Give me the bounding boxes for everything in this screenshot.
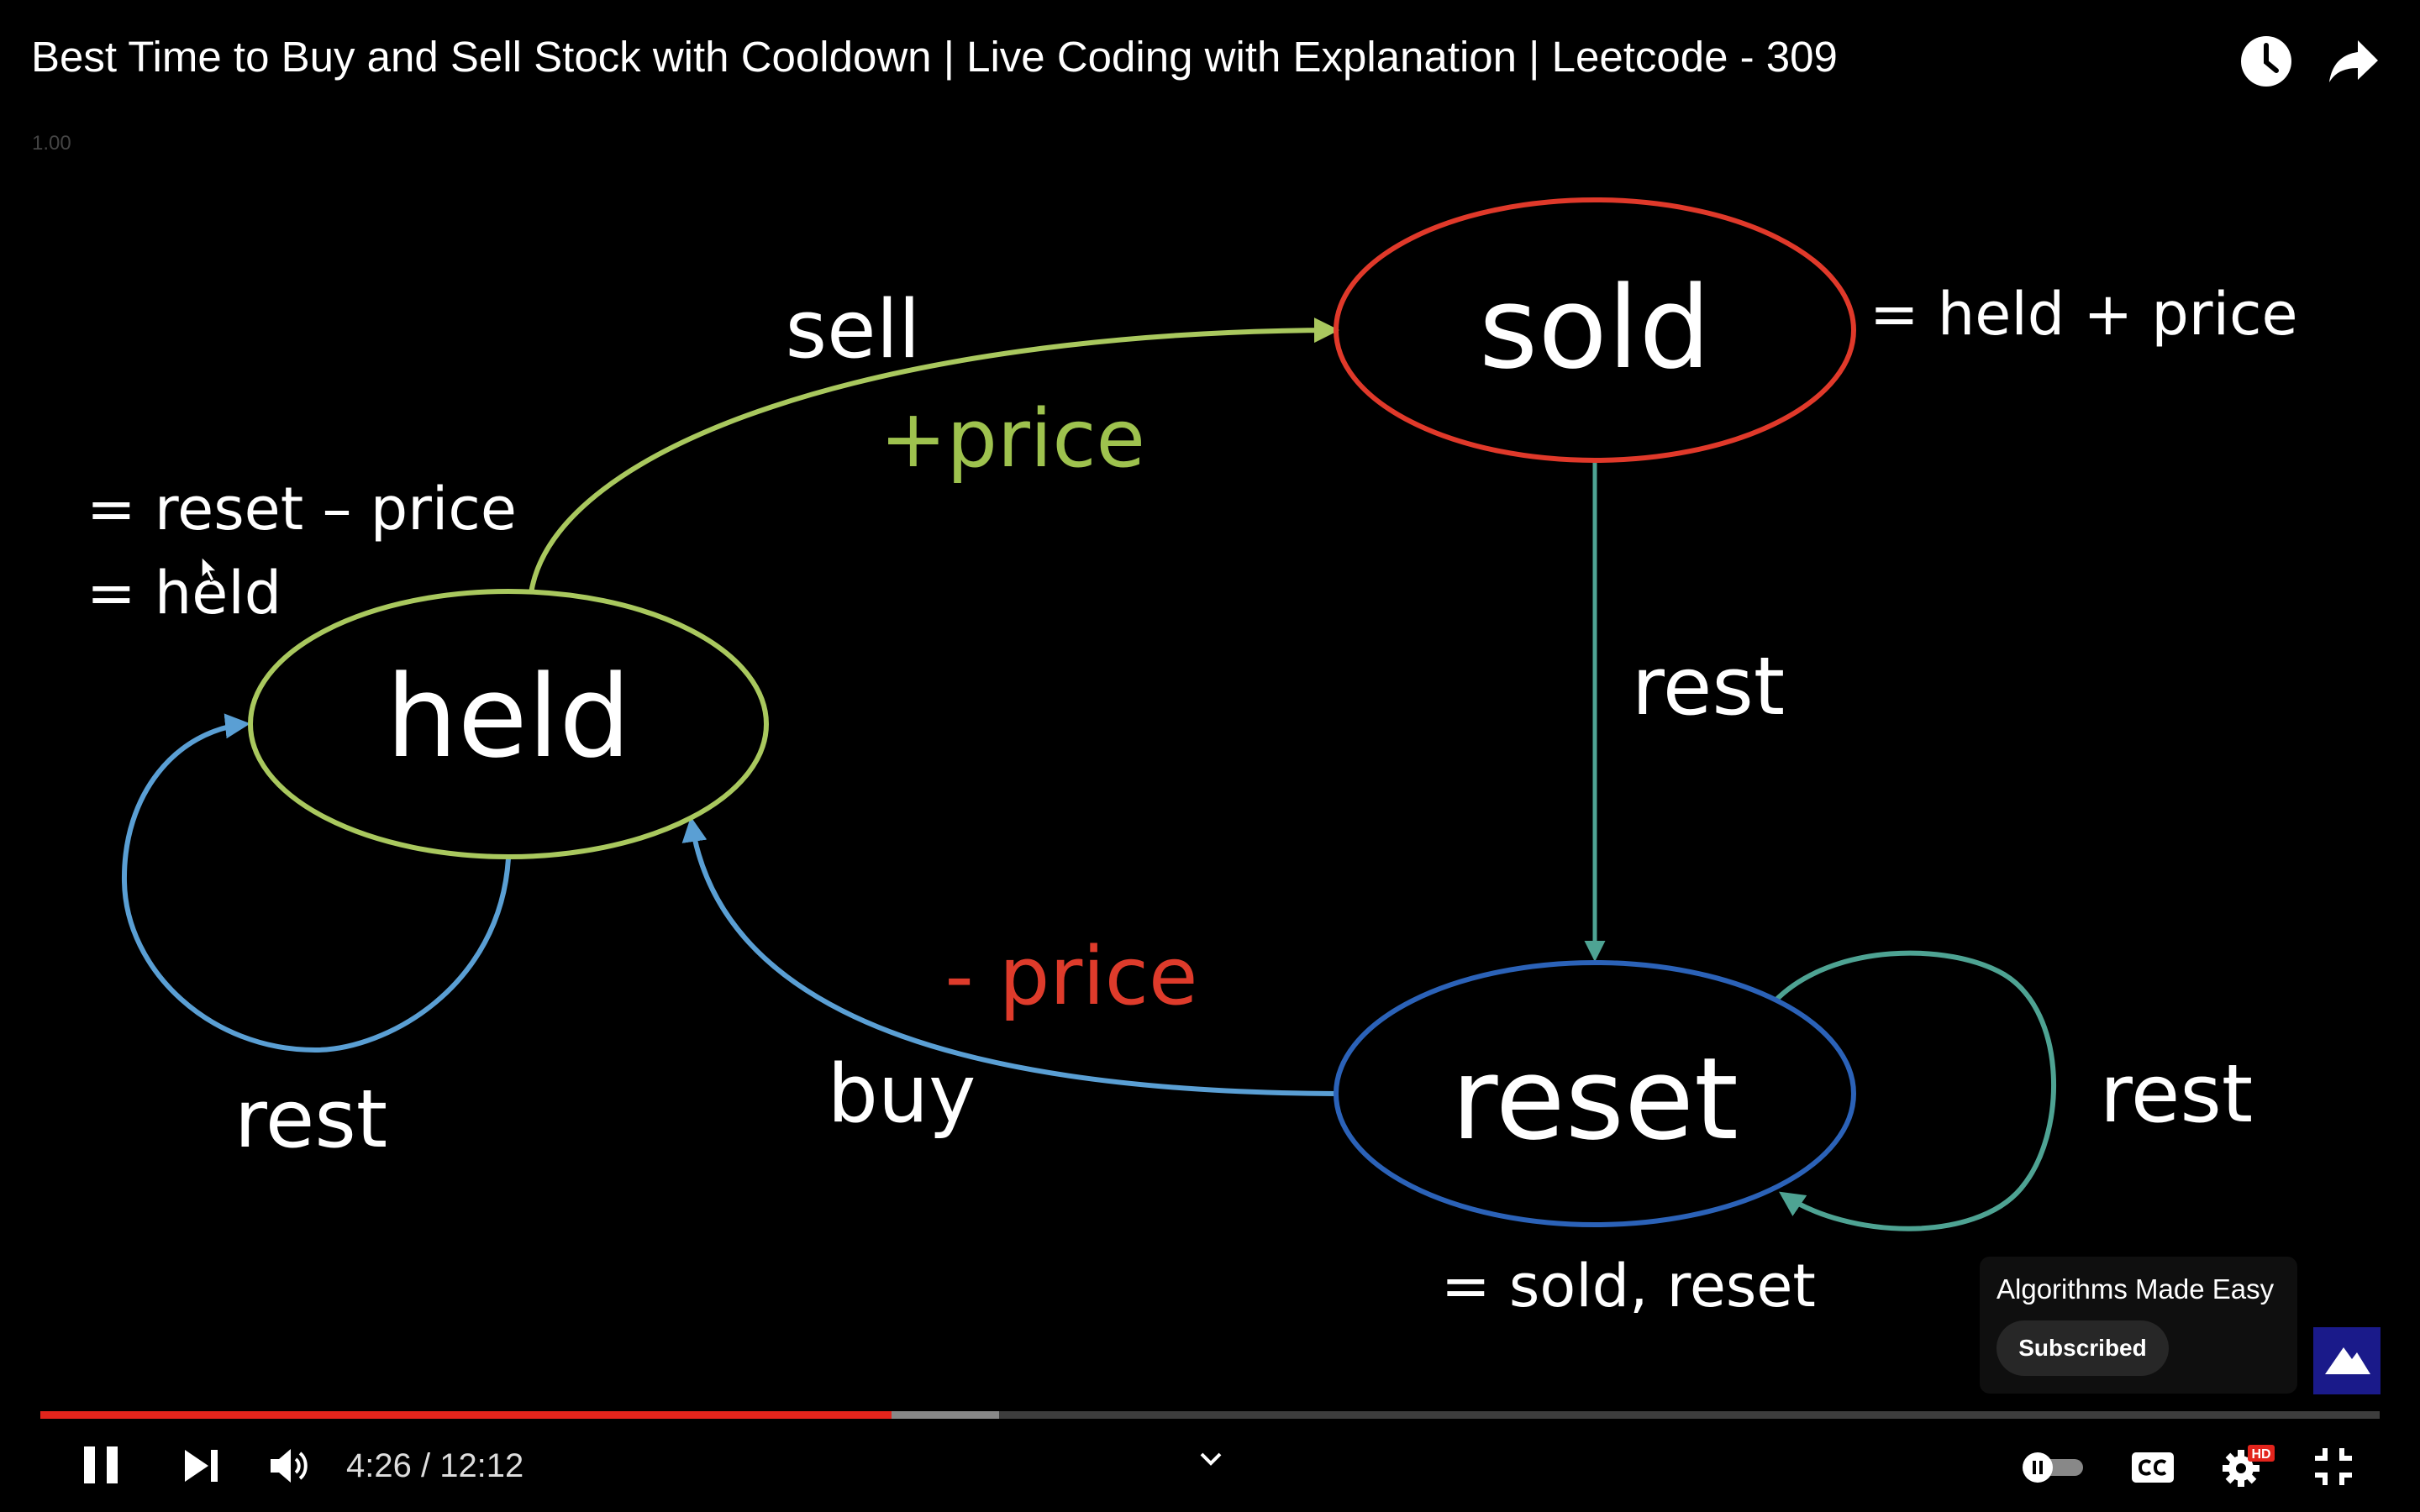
- volume-icon: [271, 1449, 308, 1483]
- reset-self-loop-arrow: [1772, 950, 2056, 1231]
- sell-edge-arrow: [529, 318, 1339, 594]
- playback-speed-label: 1.00: [32, 132, 71, 155]
- sold-formula: = held + price: [1870, 280, 2298, 349]
- channel-avatar[interactable]: [2313, 1327, 2381, 1394]
- sell-edge-label: sell: [786, 284, 921, 376]
- share-button[interactable]: [2326, 34, 2381, 89]
- progress-played: [40, 1411, 892, 1419]
- rest-edge-label-reset: rest: [2100, 1048, 2253, 1141]
- autoplay-toggle-icon: [2023, 1452, 2083, 1483]
- next-button[interactable]: [183, 1448, 220, 1483]
- rest-edge-label-sold-reset: rest: [1632, 641, 1785, 733]
- channel-name: Algorithms Made Easy: [1996, 1273, 2275, 1305]
- gear-icon: HD: [2223, 1445, 2275, 1487]
- sold-state-label: sold: [1479, 262, 1711, 394]
- more-videos-button[interactable]: [1198, 1449, 1223, 1469]
- rest-edge-label-held: rest: [234, 1074, 387, 1166]
- buy-edge-label: buy: [828, 1048, 976, 1141]
- volume-button[interactable]: [269, 1446, 311, 1485]
- autoplay-toggle[interactable]: [2021, 1451, 2088, 1484]
- channel-card[interactable]: Algorithms Made Easy Subscribed: [1980, 1257, 2297, 1394]
- mouse-cursor-icon: [201, 555, 218, 583]
- chevron-down-icon: [1200, 1452, 1222, 1466]
- mountain-logo-icon: [2325, 1347, 2370, 1374]
- exit-fullscreen-button[interactable]: [2313, 1446, 2354, 1487]
- held-self-loop-arrow: [121, 713, 511, 1053]
- buy-price-effect: - price: [945, 931, 1198, 1023]
- pause-icon: [84, 1446, 118, 1483]
- held-formula-1: = reset – price: [87, 475, 517, 543]
- cc-icon: [2132, 1452, 2174, 1483]
- buy-edge-arrow: [681, 816, 1337, 1096]
- pause-button[interactable]: [81, 1445, 121, 1485]
- subscribe-button[interactable]: Subscribed: [1996, 1320, 2169, 1376]
- reset-state-node: [1334, 960, 1856, 1227]
- reset-state-label: reset: [1451, 1033, 1739, 1165]
- share-arrow-icon: [2329, 40, 2378, 82]
- captions-button[interactable]: [2130, 1451, 2175, 1484]
- settings-button[interactable]: HD: [2221, 1443, 2276, 1488]
- hd-badge: HD: [2251, 1447, 2270, 1462]
- watch-later-button[interactable]: [2238, 34, 2294, 89]
- skip-next-icon: [185, 1450, 218, 1482]
- sell-price-effect: +price: [880, 393, 1145, 486]
- held-formula-2: = held: [87, 559, 281, 627]
- video-title: Best Time to Buy and Sell Stock with Coo…: [31, 33, 1838, 81]
- sold-state-node: [1334, 197, 1856, 463]
- time-display: 4:26 / 12:12: [346, 1447, 524, 1484]
- reset-formula: = sold, reset: [1441, 1252, 1816, 1320]
- held-state-node: [248, 589, 769, 859]
- progress-bar[interactable]: [40, 1411, 2380, 1419]
- exit-fullscreen-icon: [2315, 1448, 2352, 1485]
- clock-icon: [2241, 36, 2291, 87]
- held-state-label: held: [386, 651, 631, 783]
